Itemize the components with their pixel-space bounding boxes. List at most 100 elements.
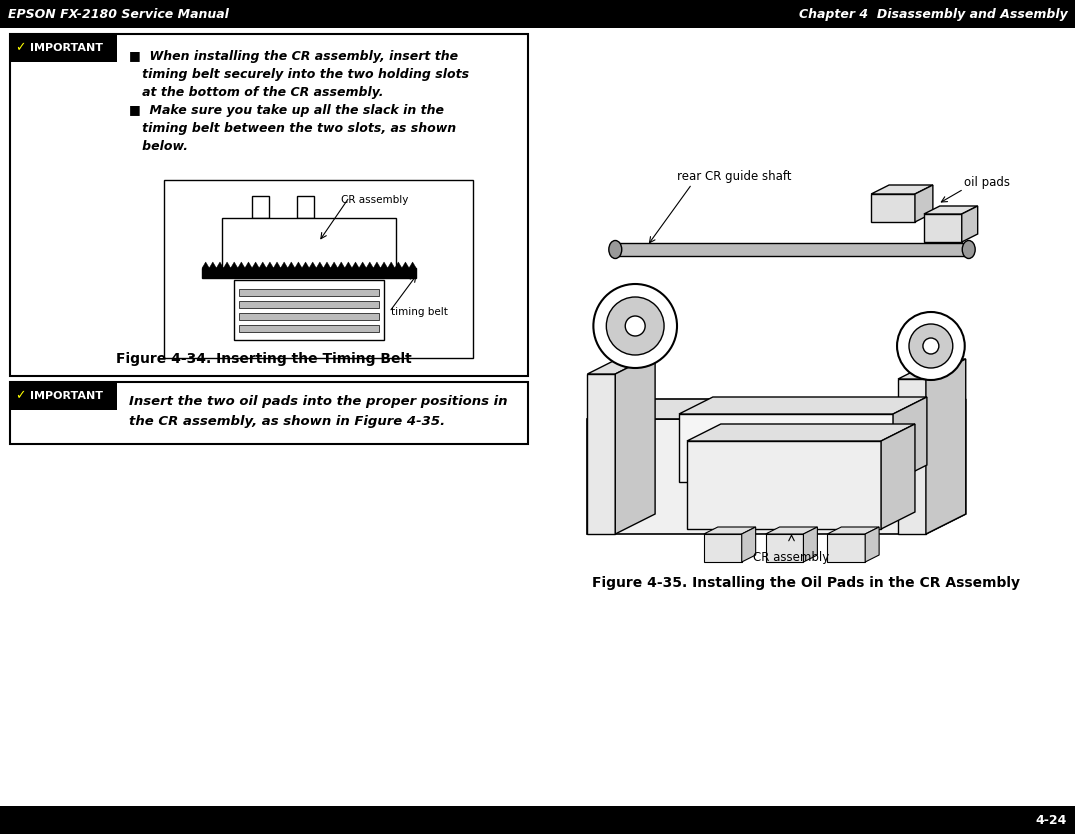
Polygon shape [687,424,915,441]
Polygon shape [352,262,359,268]
Circle shape [897,312,964,380]
Polygon shape [267,262,273,268]
Polygon shape [330,262,338,268]
Polygon shape [588,399,966,419]
Polygon shape [231,262,238,268]
Ellipse shape [962,240,975,259]
Bar [0,0,1076,28]
Text: ✓: ✓ [15,42,26,54]
Text: below.: below. [130,140,188,153]
Bar [239,289,379,296]
Text: timing belt: timing belt [391,307,448,317]
Polygon shape [224,262,231,268]
Polygon shape [926,359,966,534]
Polygon shape [380,262,388,268]
Text: Chapter 4  Disassembly and Assembly: Chapter 4 Disassembly and Assembly [798,8,1067,21]
Polygon shape [281,262,287,268]
Bar [10,34,528,376]
Polygon shape [893,397,927,482]
Bar [10,34,118,62]
Text: ■  Make sure you take up all the slack in the: ■ Make sure you take up all the slack in… [130,104,445,117]
Polygon shape [881,424,915,529]
Text: the CR assembly, as shown in Figure 4-35.: the CR assembly, as shown in Figure 4-35… [130,415,446,428]
Text: timing belt securely into the two holding slots: timing belt securely into the two holdin… [130,68,470,81]
Bar [164,180,473,358]
Text: rear CR guide shaft: rear CR guide shaft [677,169,792,183]
Polygon shape [872,194,915,222]
Polygon shape [210,262,216,268]
Polygon shape [679,397,927,414]
Polygon shape [679,414,893,482]
Polygon shape [588,354,656,374]
Polygon shape [899,359,966,379]
Bar [616,243,969,256]
Polygon shape [409,262,416,268]
Circle shape [923,338,939,354]
Polygon shape [302,262,309,268]
Polygon shape [704,534,742,562]
Bar [0,806,1076,834]
Polygon shape [338,262,345,268]
Polygon shape [915,185,933,222]
Text: 4-24: 4-24 [1036,813,1067,826]
Polygon shape [395,262,402,268]
Ellipse shape [609,240,622,259]
Text: Figure 4-35. Installing the Oil Pads in the CR Assembly: Figure 4-35. Installing the Oil Pads in … [593,576,1021,590]
Polygon shape [872,185,933,194]
Polygon shape [742,527,756,562]
Circle shape [606,297,664,355]
Polygon shape [923,214,962,242]
Polygon shape [202,262,210,268]
Polygon shape [323,262,330,268]
Polygon shape [899,379,926,534]
Text: CR assembly: CR assembly [341,195,409,205]
Bar [202,268,416,278]
Polygon shape [252,262,259,268]
Polygon shape [804,527,818,562]
Circle shape [625,316,645,336]
Text: Insert the two oil pads into the proper positions in: Insert the two oil pads into the proper … [130,395,508,408]
Polygon shape [923,206,977,214]
Text: at the bottom of the CR assembly.: at the bottom of the CR assembly. [130,86,383,99]
Text: CR assembly: CR assembly [754,551,829,564]
Bar [234,280,384,340]
Polygon shape [238,262,245,268]
Polygon shape [366,262,374,268]
Polygon shape [374,262,380,268]
Polygon shape [704,527,756,534]
Polygon shape [827,527,879,534]
Bar [10,382,528,444]
Polygon shape [588,374,616,534]
Polygon shape [287,262,295,268]
Polygon shape [273,262,281,268]
Polygon shape [345,262,352,268]
Polygon shape [865,527,879,562]
Text: IMPORTANT: IMPORTANT [30,43,103,53]
Text: oil pads: oil pads [963,175,1010,188]
Polygon shape [245,262,252,268]
Polygon shape [766,527,818,534]
Text: EPSON FX-2180 Service Manual: EPSON FX-2180 Service Manual [8,8,229,21]
Bar [239,301,379,308]
Polygon shape [295,262,302,268]
Polygon shape [309,262,316,268]
Text: IMPORTANT: IMPORTANT [30,391,103,401]
Polygon shape [259,262,267,268]
Text: ■  When installing the CR assembly, insert the: ■ When installing the CR assembly, inser… [130,50,459,63]
Circle shape [909,324,953,368]
Polygon shape [216,262,224,268]
Polygon shape [616,354,656,534]
Bar [297,196,313,218]
Text: ✓: ✓ [15,389,26,403]
Polygon shape [402,262,409,268]
Polygon shape [388,262,395,268]
Polygon shape [687,441,881,529]
Bar [239,325,379,332]
Polygon shape [962,206,977,242]
Bar [252,196,269,218]
Bar [239,313,379,320]
Polygon shape [827,534,865,562]
Bar [10,382,118,410]
Polygon shape [359,262,366,268]
Polygon shape [926,399,966,534]
